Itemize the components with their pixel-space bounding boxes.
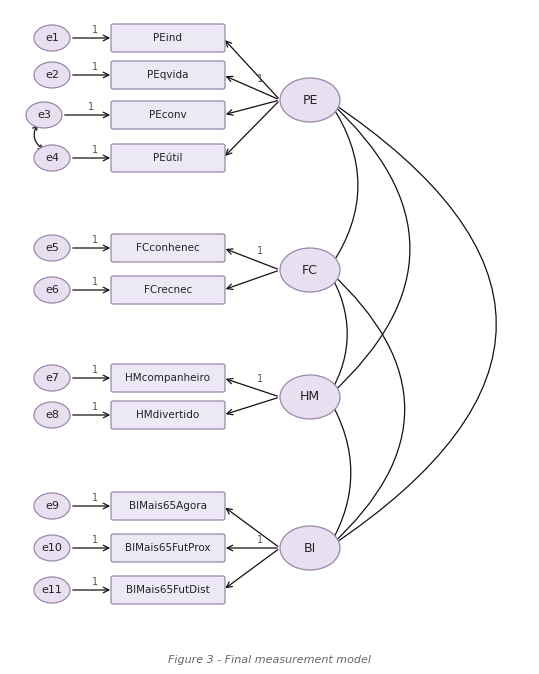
Text: e2: e2 [45,70,59,80]
Text: 1: 1 [257,375,262,384]
Text: 1: 1 [92,577,98,587]
Text: 1: 1 [92,277,98,287]
FancyBboxPatch shape [111,276,225,304]
Text: PE: PE [302,94,317,106]
Text: BIMais65FutProx: BIMais65FutProx [125,543,211,553]
Text: 1: 1 [92,145,98,155]
FancyBboxPatch shape [111,492,225,520]
Text: 1: 1 [92,365,98,375]
Ellipse shape [34,62,70,88]
Text: HMcompanheiro: HMcompanheiro [126,373,211,383]
Text: 1: 1 [92,62,98,72]
Ellipse shape [34,145,70,171]
FancyBboxPatch shape [111,101,225,129]
Text: e4: e4 [45,153,59,163]
Text: BI: BI [304,541,316,555]
Text: e6: e6 [45,285,59,295]
Text: HM: HM [300,390,320,404]
Text: 1: 1 [87,102,94,112]
Ellipse shape [280,78,340,122]
FancyBboxPatch shape [111,234,225,262]
Ellipse shape [34,577,70,603]
Text: PEqvida: PEqvida [147,70,189,80]
Ellipse shape [26,102,62,128]
Text: PEconv: PEconv [149,110,187,120]
Text: FCrecnec: FCrecnec [144,285,192,295]
Text: e11: e11 [42,585,63,595]
Text: FCconhenec: FCconhenec [136,243,200,253]
Ellipse shape [280,375,340,419]
Ellipse shape [34,493,70,519]
FancyBboxPatch shape [111,144,225,172]
FancyBboxPatch shape [111,401,225,429]
Ellipse shape [34,365,70,391]
Text: FC: FC [302,264,318,276]
Text: e7: e7 [45,373,59,383]
Text: Figure 3 - Final measurement model: Figure 3 - Final measurement model [169,655,371,665]
FancyBboxPatch shape [111,24,225,52]
Text: 1: 1 [92,535,98,545]
Ellipse shape [34,25,70,51]
Text: 1: 1 [257,535,262,545]
FancyBboxPatch shape [111,576,225,604]
Ellipse shape [34,402,70,428]
FancyBboxPatch shape [111,364,225,392]
Text: HMdivertido: HMdivertido [136,410,199,420]
Ellipse shape [34,235,70,261]
Ellipse shape [34,535,70,561]
Text: PEútil: PEútil [153,153,183,163]
Text: e9: e9 [45,501,59,511]
Text: 1: 1 [257,246,262,256]
FancyBboxPatch shape [111,534,225,562]
Text: 1: 1 [92,25,98,35]
FancyBboxPatch shape [111,61,225,89]
Text: e1: e1 [45,33,59,43]
Ellipse shape [280,526,340,570]
Text: BIMais65Agora: BIMais65Agora [129,501,207,511]
Text: 1: 1 [92,493,98,503]
Text: e8: e8 [45,410,59,420]
Text: e5: e5 [45,243,59,253]
Text: 1: 1 [92,235,98,245]
Text: e10: e10 [42,543,63,553]
Text: e3: e3 [37,110,51,120]
Ellipse shape [34,277,70,303]
Text: PEind: PEind [154,33,183,43]
Text: 1: 1 [257,75,262,84]
Ellipse shape [280,248,340,292]
Text: 1: 1 [92,402,98,412]
Text: BIMais65FutDist: BIMais65FutDist [126,585,210,595]
